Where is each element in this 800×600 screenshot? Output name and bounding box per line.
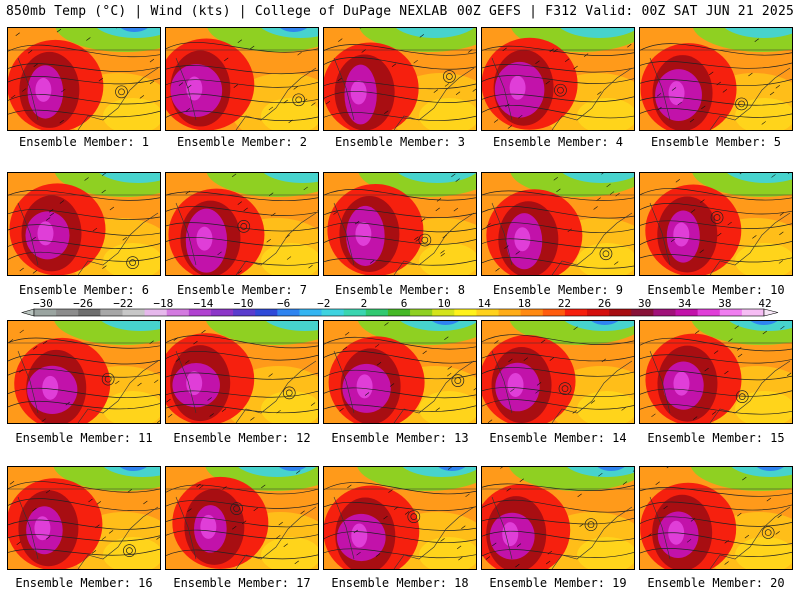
colorbar-swatch-12	[299, 309, 322, 316]
ensemble-member-label-10: Ensemble Member: 10	[647, 283, 785, 297]
colorbar-swatch-3	[100, 309, 123, 316]
colorbar-swatch-21	[498, 309, 522, 316]
ensemble-member-label-19: Ensemble Member: 19	[489, 576, 627, 590]
ensemble-member-map-16	[7, 466, 161, 570]
ensemble-member-label-3: Ensemble Member: 3	[334, 135, 466, 149]
colorbar-tick-label: −6	[277, 297, 291, 310]
colorbar-tick-label: −22	[113, 297, 134, 310]
colorbar-swatch-30	[697, 309, 721, 316]
ensemble-member-map-1	[7, 27, 161, 131]
ensemble-member-map-19	[481, 466, 635, 570]
ensemble-member-map-7	[165, 172, 319, 276]
colorbar-tick-label: −18	[153, 297, 174, 310]
colorbar-tick-label: 26	[597, 297, 612, 310]
ensemble-member-label-6: Ensemble Member: 6	[18, 283, 150, 297]
colorbar-swatch-9	[233, 309, 256, 316]
ensemble-member-map-10	[639, 172, 793, 276]
colorbar-tick-label: 38	[718, 297, 732, 310]
colorbar-swatch-31	[719, 309, 743, 316]
colorbar-swatch-7	[188, 309, 212, 316]
colorbar-tick-label: 42	[758, 297, 772, 310]
colorbar-swatch-13	[321, 309, 345, 316]
ensemble-member-label-18: Ensemble Member: 18	[331, 576, 469, 590]
colorbar-right-arrow	[763, 308, 779, 317]
colorbar-tick-label: 10	[437, 297, 451, 310]
model-run-info: 00Z GEFS | F312 Valid: 00Z SAT JUN 21 20…	[456, 4, 794, 19]
colorbar-swatch-20	[476, 309, 499, 316]
ensemble-member-label-15: Ensemble Member: 15	[647, 431, 785, 445]
ensemble-member-label-5: Ensemble Member: 5	[650, 135, 782, 149]
colorbar-swatch-32	[741, 309, 765, 316]
colorbar-swatch-19	[454, 309, 477, 316]
colorbar-tick-label: 18	[517, 297, 531, 310]
ensemble-member-label-16: Ensemble Member: 16	[15, 576, 153, 590]
ensemble-member-map-5	[639, 27, 793, 131]
colorbar-swatch-4	[122, 309, 146, 316]
colorbar-swatch-17	[410, 309, 433, 316]
ensemble-member-label-11: Ensemble Member: 11	[15, 431, 153, 445]
ensemble-member-label-1: Ensemble Member: 1	[18, 135, 150, 149]
colorbar-swatch-0	[34, 309, 57, 316]
colorbar-swatch-24	[564, 309, 588, 316]
ensemble-member-map-18	[323, 466, 477, 570]
ensemble-member-map-20	[639, 466, 793, 570]
ensemble-member-map-12	[165, 320, 319, 424]
colorbar-tick-label: 14	[477, 297, 491, 310]
colorbar-tick-label: 22	[557, 297, 572, 310]
ensemble-member-label-7: Ensemble Member: 7	[176, 283, 308, 297]
colorbar-tick-label: −2	[317, 297, 331, 310]
colorbar-swatch-11	[277, 309, 300, 316]
ensemble-member-map-13	[323, 320, 477, 424]
ensemble-member-map-17	[165, 466, 319, 570]
colorbar-swatch-16	[387, 309, 411, 316]
ensemble-member-label-17: Ensemble Member: 17	[173, 576, 311, 590]
colorbar-swatch-10	[255, 309, 278, 316]
ensemble-member-map-15	[639, 320, 793, 424]
ensemble-member-label-4: Ensemble Member: 4	[492, 135, 624, 149]
ensemble-member-map-4	[481, 27, 635, 131]
ensemble-member-map-8	[323, 172, 477, 276]
colorbar-swatch-26	[609, 309, 632, 316]
colorbar-swatch-5	[144, 309, 168, 316]
colorbar-swatch-28	[653, 309, 676, 316]
colorbar-tick-label: −26	[73, 297, 94, 310]
colorbar-tick-label: 30	[638, 297, 652, 310]
ensemble-member-label-2: Ensemble Member: 2	[176, 135, 308, 149]
ensemble-member-label-14: Ensemble Member: 14	[489, 431, 627, 445]
colorbar-tick-label: −30	[33, 297, 53, 310]
colorbar-swatch-22	[520, 309, 544, 316]
colorbar-swatch-29	[675, 309, 699, 316]
colorbar-swatch-23	[542, 309, 566, 316]
ensemble-member-map-2	[165, 27, 319, 131]
ensemble-member-map-3	[323, 27, 477, 131]
ensemble-member-label-12: Ensemble Member: 12	[173, 431, 311, 445]
colorbar-swatch-18	[432, 309, 455, 316]
colorbar-left-arrow	[20, 308, 35, 317]
colorbar-tick-label: −10	[233, 297, 254, 310]
colorbar-swatch-15	[365, 309, 389, 316]
ensemble-member-label-20: Ensemble Member: 20	[647, 576, 785, 590]
colorbar-tick-label: 6	[400, 297, 408, 310]
colorbar-swatch-27	[631, 309, 654, 316]
colorbar-swatch-25	[587, 309, 610, 316]
colorbar-swatch-2	[78, 309, 101, 316]
colorbar-swatch-14	[343, 309, 367, 316]
colorbar-tick-label: −14	[193, 297, 214, 310]
ensemble-member-map-11	[7, 320, 161, 424]
ensemble-member-map-6	[7, 172, 161, 276]
chart-title: 850mb Temp (°C) | Wind (kts) | College o…	[6, 4, 448, 19]
colorbar-swatch-8	[210, 309, 234, 316]
temperature-colorbar	[20, 308, 779, 317]
colorbar-tick-label: 2	[360, 297, 368, 310]
colorbar-swatch-6	[166, 309, 190, 316]
ensemble-member-label-9: Ensemble Member: 9	[492, 283, 624, 297]
colorbar-tick-label: 34	[678, 297, 692, 310]
colorbar-swatch-1	[56, 309, 79, 316]
ensemble-member-map-9	[481, 172, 635, 276]
ensemble-member-label-13: Ensemble Member: 13	[331, 431, 469, 445]
ensemble-member-map-14	[481, 320, 635, 424]
ensemble-member-label-8: Ensemble Member: 8	[334, 283, 466, 297]
